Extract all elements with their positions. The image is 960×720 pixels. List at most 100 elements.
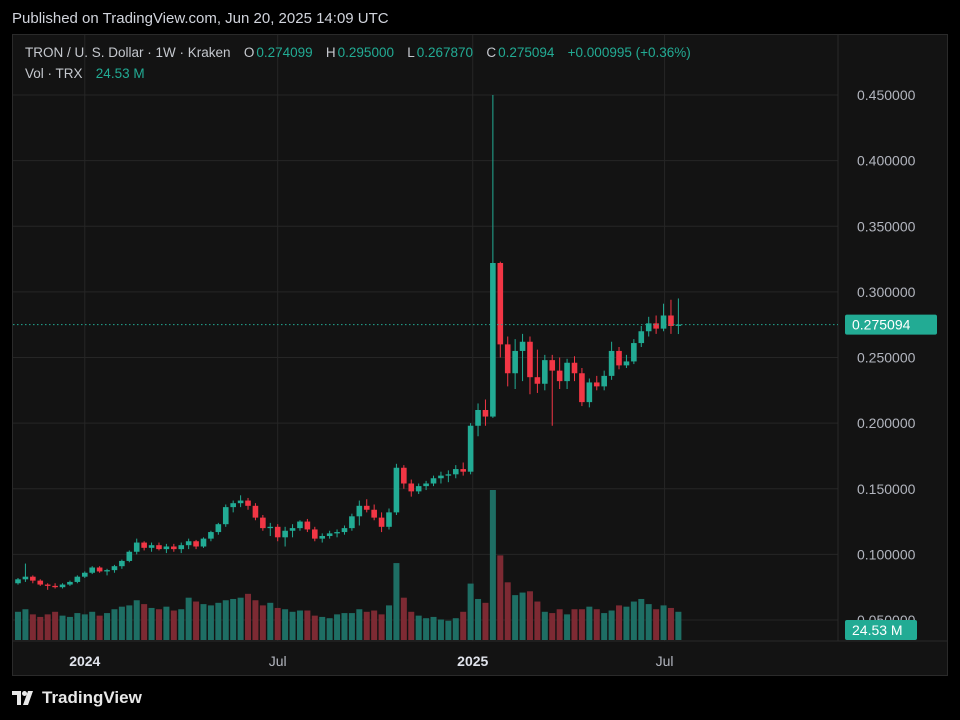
volume-bar bbox=[59, 615, 66, 640]
x-tick-label: 2024 bbox=[69, 653, 100, 669]
y-tick-label: 0.100000 bbox=[857, 546, 916, 562]
volume-bar bbox=[148, 607, 155, 640]
candle-body bbox=[260, 517, 266, 529]
candle-body bbox=[282, 530, 288, 538]
x-tick-label: Jul bbox=[269, 653, 287, 669]
volume-bar bbox=[296, 610, 303, 640]
volume-bar bbox=[601, 613, 608, 640]
candle-body bbox=[148, 545, 155, 548]
candle-body bbox=[297, 521, 303, 529]
candle-body bbox=[326, 533, 333, 536]
volume-bar bbox=[200, 604, 207, 640]
candle-body bbox=[104, 570, 110, 572]
candle-body bbox=[111, 566, 118, 571]
volume-bar bbox=[549, 613, 556, 640]
candle-body bbox=[497, 263, 504, 345]
candle-body bbox=[44, 584, 51, 586]
volume-legend: Vol · TRX 24.53 M bbox=[25, 66, 147, 81]
symbol-legend: TRON / U. S. Dollar · 1W · Kraken O 0.274… bbox=[25, 45, 693, 60]
volume-bar bbox=[371, 610, 378, 640]
y-tick-label: 0.400000 bbox=[857, 153, 916, 169]
volume-bar bbox=[207, 605, 214, 640]
volume-bar bbox=[504, 582, 511, 640]
candle-body bbox=[534, 377, 541, 384]
candle-body bbox=[438, 475, 444, 479]
volume-bar bbox=[430, 616, 437, 640]
candle-body bbox=[556, 370, 563, 382]
volume-bar bbox=[393, 563, 400, 640]
candle-body bbox=[185, 541, 192, 546]
volume-bar bbox=[519, 592, 526, 640]
candle-body bbox=[237, 500, 244, 504]
candle-body bbox=[490, 263, 496, 417]
volume-bar bbox=[22, 609, 29, 640]
volume-bar bbox=[96, 615, 103, 640]
volume-bar bbox=[163, 606, 170, 640]
volume-bar bbox=[460, 611, 467, 640]
candle-body bbox=[623, 361, 630, 366]
volume-bar bbox=[66, 616, 73, 640]
low-value: 0.267870 bbox=[416, 45, 474, 60]
volume-bar bbox=[415, 615, 422, 640]
volume-bar bbox=[482, 602, 489, 640]
volume-bar bbox=[638, 598, 645, 640]
candle-body bbox=[67, 581, 73, 585]
volume-bar bbox=[534, 601, 541, 640]
volume-bar bbox=[512, 595, 519, 640]
candle-body bbox=[22, 576, 29, 580]
volume-bar bbox=[215, 602, 222, 640]
volume-bar bbox=[126, 605, 133, 640]
candle-body bbox=[512, 350, 518, 374]
volume-bar bbox=[245, 593, 252, 640]
candle-body bbox=[156, 545, 162, 550]
candle-body bbox=[200, 538, 207, 547]
volume-bar bbox=[304, 610, 311, 640]
volume-bar bbox=[230, 598, 237, 640]
volume-bar bbox=[467, 583, 474, 640]
x-tick-label: Jul bbox=[656, 653, 674, 669]
volume-bar bbox=[630, 601, 637, 640]
y-tick-label: 0.450000 bbox=[857, 87, 916, 103]
last-volume-label: 24.53 M bbox=[852, 622, 903, 638]
volume-bar bbox=[608, 610, 615, 640]
candle-body bbox=[274, 526, 281, 538]
volume-bar bbox=[586, 606, 593, 640]
volume-bar bbox=[44, 614, 51, 640]
candle-body bbox=[519, 341, 526, 351]
open-value: 0.274099 bbox=[256, 45, 313, 60]
candle-body bbox=[452, 469, 459, 475]
y-tick-label: 0.300000 bbox=[857, 284, 916, 300]
volume-bar bbox=[452, 618, 459, 640]
volume-bar bbox=[222, 600, 229, 640]
y-tick-label: 0.350000 bbox=[857, 218, 916, 234]
last-volume-badge bbox=[845, 620, 917, 640]
volume-bar bbox=[311, 615, 318, 640]
symbol-title: TRON / U. S. Dollar · 1W · Kraken bbox=[25, 45, 231, 60]
candle-body bbox=[133, 542, 140, 552]
y-tick-label: 0.250000 bbox=[857, 350, 916, 366]
candle-body bbox=[415, 486, 422, 492]
volume-bar bbox=[89, 611, 96, 640]
volume-label: Vol · TRX bbox=[25, 66, 83, 81]
candlestick-chart[interactable]: 0.450000 0.400000 0.350000 0.300000 0.250000… bbox=[13, 35, 948, 676]
volume-bar bbox=[616, 605, 623, 640]
candle-body bbox=[30, 576, 36, 581]
volume-bar bbox=[15, 611, 21, 640]
candle-body bbox=[660, 315, 667, 329]
candle-body bbox=[460, 469, 466, 472]
candle-body bbox=[171, 546, 177, 550]
footer-brand[interactable]: TradingView bbox=[12, 688, 142, 708]
volume-bar bbox=[341, 613, 348, 640]
volume-bar bbox=[252, 600, 259, 640]
volume-bar bbox=[667, 607, 674, 640]
volume-bar bbox=[133, 600, 140, 640]
close-label: C bbox=[486, 45, 497, 60]
candle-body bbox=[378, 517, 385, 527]
chart-panel[interactable]: 0.450000 0.400000 0.350000 0.300000 0.250000… bbox=[12, 34, 948, 676]
volume-bar bbox=[645, 604, 652, 640]
candle-body bbox=[608, 350, 615, 376]
candle-body bbox=[193, 541, 199, 547]
volume-bar bbox=[541, 611, 548, 640]
last-price-label: 0.275094 bbox=[852, 317, 911, 333]
volume-bar bbox=[526, 591, 533, 640]
